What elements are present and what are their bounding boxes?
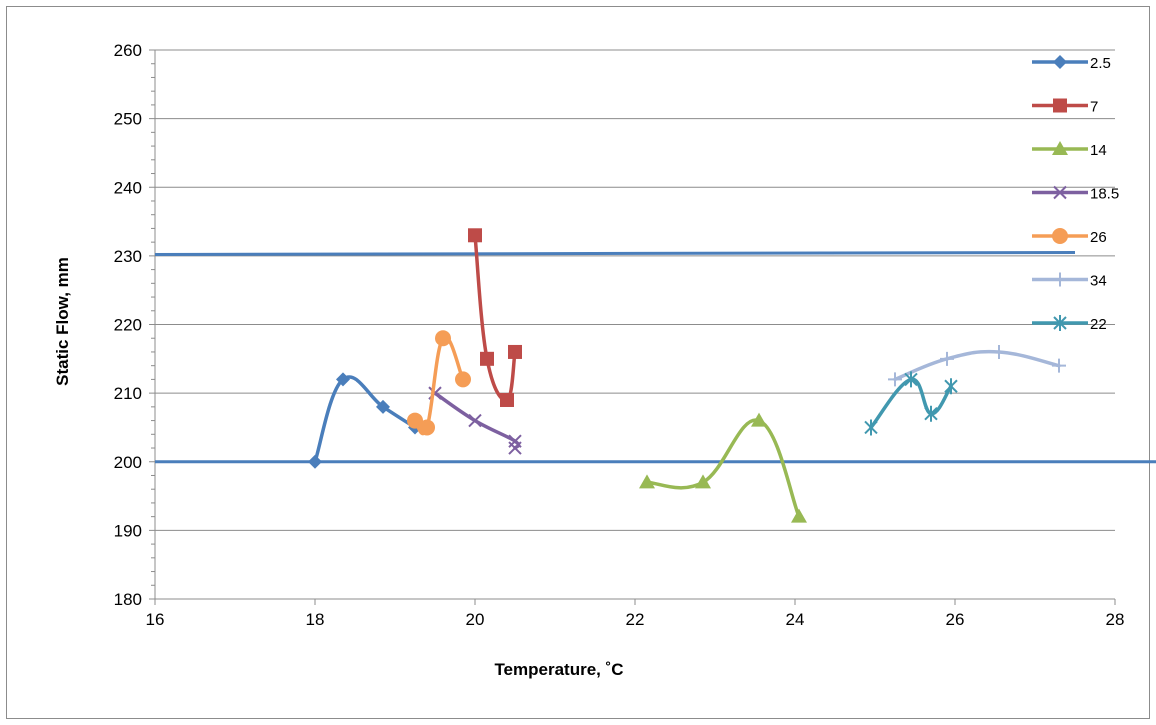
data-point-14-3	[751, 412, 767, 427]
y-axis-title: Static Flow, mm	[53, 257, 72, 386]
y-tick-label-230: 230	[114, 247, 142, 266]
series-line-34	[893, 349, 1061, 382]
y-tick-label-260: 260	[114, 41, 142, 60]
legend-item-14: 14	[1032, 141, 1107, 159]
data-point-14-2	[695, 474, 711, 489]
data-point-7-3	[500, 392, 514, 407]
y-tick-label-190: 190	[114, 521, 142, 540]
legend-marker-26	[1052, 228, 1068, 244]
legend-item-22: 22	[1032, 315, 1107, 333]
y-tick-label-240: 240	[114, 178, 142, 197]
series-7	[468, 228, 522, 407]
legend-label-14: 14	[1090, 142, 1107, 159]
data-point-14-1	[639, 474, 655, 489]
x-axis-title: Temperature, ˚C	[494, 660, 623, 679]
legend-label-18.5: 18.5	[1090, 186, 1119, 203]
y-tick-label-180: 180	[114, 590, 142, 609]
data-point-22-3	[924, 405, 938, 422]
data-point-26-3	[435, 330, 451, 347]
legend-marker-7	[1053, 98, 1067, 113]
data-point-18.5-3	[508, 434, 522, 448]
x-tick-label-22: 22	[626, 610, 645, 629]
legend-marker-14	[1052, 141, 1068, 155]
x-tick-label-20: 20	[466, 610, 485, 629]
y-tick-label-250: 250	[114, 110, 142, 129]
series-26	[407, 330, 471, 436]
x-axis-ticks	[154, 599, 1116, 605]
x-tick-label-18: 18	[306, 610, 325, 629]
data-point-22-1	[864, 419, 878, 436]
reference-line-1	[154, 250, 1076, 257]
legend-label-34: 34	[1090, 273, 1107, 290]
series-22	[864, 371, 958, 436]
legend-label-26: 26	[1090, 229, 1107, 246]
data-point-14-4	[791, 508, 807, 523]
data-point-2.5-3	[376, 399, 390, 414]
legend-item-34: 34	[1032, 272, 1107, 290]
series-line-7	[473, 233, 517, 402]
gridlines	[155, 49, 1115, 600]
data-point-7-1	[468, 228, 482, 243]
legend: 2.5 7 14 18.5 26 34 22	[1032, 55, 1119, 333]
y-axis-ticks	[149, 49, 155, 600]
chart-frame	[6, 6, 1150, 719]
data-point-7-2	[480, 351, 494, 366]
data-point-34-4	[1052, 358, 1066, 373]
series-14	[639, 412, 807, 523]
y-tick-label-200: 200	[114, 453, 142, 472]
legend-marker-2.5	[1053, 55, 1067, 69]
data-point-26-1	[407, 412, 423, 429]
series-line-22	[869, 377, 953, 430]
legend-label-22: 22	[1090, 316, 1107, 333]
data-point-18.5-4	[508, 441, 522, 455]
legend-item-2.5: 2.5	[1032, 55, 1111, 72]
x-tick-label-24: 24	[786, 610, 805, 629]
series-34	[888, 344, 1066, 387]
legend-label-2.5: 2.5	[1090, 55, 1111, 72]
data-point-34-3	[992, 344, 1006, 359]
data-point-22-4	[944, 378, 958, 395]
legend-marker-34	[1053, 272, 1067, 287]
y-tick-label-220: 220	[114, 316, 142, 335]
data-point-22-2	[904, 371, 918, 388]
data-point-2.5-2	[336, 372, 350, 387]
data-point-34-1	[888, 372, 902, 387]
data-point-2.5-1	[308, 454, 322, 469]
legend-item-18.5: 18.5	[1032, 186, 1119, 203]
legend-item-26: 26	[1032, 228, 1107, 246]
legend-item-7: 7	[1032, 98, 1098, 116]
series-line-2.5	[313, 375, 417, 464]
series-18.5	[428, 386, 522, 455]
y-tick-label-210: 210	[114, 384, 142, 403]
x-tick-label-26: 26	[946, 610, 965, 629]
data-point-18.5-2	[468, 413, 482, 428]
x-tick-label-16: 16	[146, 610, 165, 629]
legend-marker-22	[1053, 315, 1067, 331]
legend-label-7: 7	[1090, 99, 1098, 116]
series-line-14	[645, 418, 801, 519]
data-point-26-2	[419, 419, 435, 436]
data-point-7-4	[508, 344, 522, 359]
data-point-26-4	[455, 371, 471, 388]
data-point-34-2	[940, 351, 954, 366]
legend-marker-18.5	[1053, 185, 1067, 200]
series-2.5	[308, 372, 422, 469]
x-tick-label-28: 28	[1106, 610, 1125, 629]
